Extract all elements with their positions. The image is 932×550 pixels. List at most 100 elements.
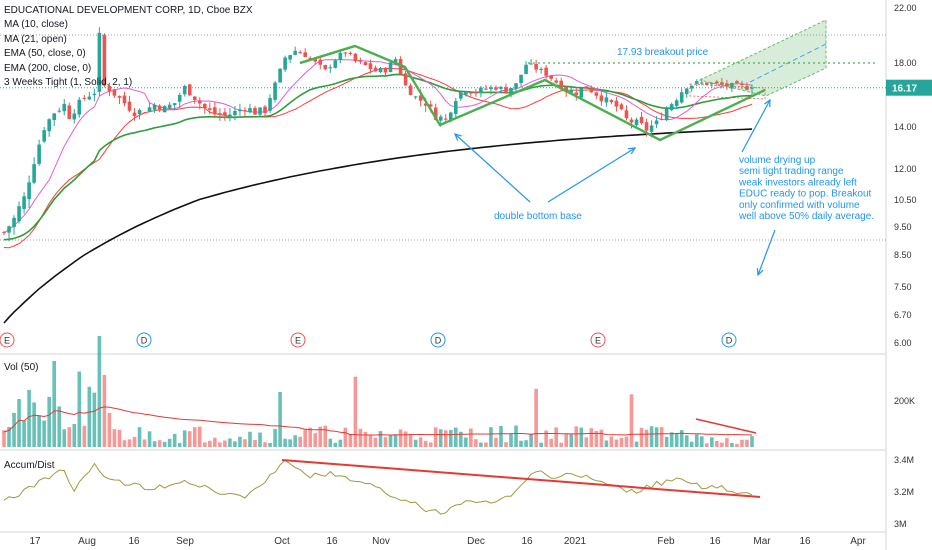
volume-bar (544, 430, 548, 447)
candle-body (37, 144, 41, 164)
volume-bar (720, 442, 724, 447)
candle-body (418, 95, 423, 101)
candle-body (649, 125, 654, 132)
volume-bar (745, 439, 749, 447)
candle-body (358, 60, 363, 62)
candle-body (514, 83, 518, 89)
candle-body (62, 103, 67, 112)
candle-body (92, 93, 97, 96)
candle-body (554, 80, 558, 83)
volume-bar (433, 427, 438, 447)
pattern-layer (299, 19, 827, 142)
axis-layer: 22.0018.0016.0014.0012.0010.509.508.507.… (29, 3, 932, 547)
accum-tick: 3.2M (894, 487, 914, 497)
candle-body (725, 83, 729, 87)
legend-ma21[interactable]: MA (21, open) (4, 33, 67, 45)
x-tick-label: 17 (29, 536, 41, 547)
candle-body (474, 91, 478, 94)
candle-body (218, 113, 222, 115)
volume-bar (750, 436, 754, 447)
candle-body (72, 113, 77, 120)
volume-trendline (695, 418, 757, 434)
dividend-marker (721, 332, 737, 348)
legend-3wt[interactable]: 3 Weeks Tight (1, Solid, 2, 1) (4, 77, 133, 89)
legend-ema50[interactable]: EMA (50, close, 0) (4, 48, 86, 60)
volume-bar (328, 438, 333, 447)
candle-body (288, 55, 292, 60)
candle-body (82, 97, 87, 99)
volume-bar (725, 438, 729, 447)
arrow-left-bottom (454, 133, 531, 203)
candle-body (443, 118, 448, 120)
candle-body (238, 109, 242, 112)
volume-bar (127, 439, 132, 447)
candle-body (674, 100, 679, 106)
candle-body (654, 120, 659, 125)
candle-body (17, 206, 21, 222)
candle-body (684, 88, 689, 95)
candle-body (574, 92, 579, 95)
volume-bar (167, 438, 172, 447)
candle-body (203, 103, 207, 109)
price-tick-label: 14.00 (894, 122, 917, 132)
current-price-badge (886, 79, 932, 96)
volume-bar (238, 436, 242, 447)
volume-bar (569, 434, 574, 447)
price-tick-label: 9.50 (894, 222, 912, 232)
volume-bar (308, 427, 313, 447)
volume-bar (338, 439, 343, 447)
volume-bar (509, 433, 513, 447)
candle-body (569, 89, 574, 93)
candle-body (213, 107, 217, 115)
legend-ema200[interactable]: EMA (200, close, 0) (4, 62, 92, 74)
chart-title[interactable]: EDUCATIONAL DEVELOPMENT CORP, 1D, Cboe B… (4, 5, 253, 16)
annotations-layer: 17.93 breakout price double bottom base vo… (0, 47, 875, 348)
volume-bar (624, 436, 629, 447)
candle-body (97, 32, 102, 92)
earnings-marker (0, 332, 15, 348)
candle-body (664, 108, 669, 121)
candle-body (7, 226, 11, 233)
candle-body (192, 96, 197, 101)
volume-bar (323, 425, 328, 447)
volume-bar (715, 440, 719, 447)
legend: EDUCATIONAL DEVELOPMENT CORP, 1D, Cboe B… (4, 4, 253, 90)
x-tick-label: 16 (521, 536, 533, 547)
candle-body (283, 57, 287, 70)
candle-body (735, 81, 739, 84)
candle-body (177, 95, 182, 102)
candle-body (604, 97, 609, 103)
candle-body (634, 119, 639, 126)
candle-body (403, 73, 408, 86)
candle-body (77, 99, 82, 115)
candle-body (433, 107, 438, 120)
volume-bar (564, 433, 569, 447)
x-tick-label: Sep (176, 536, 194, 547)
candle-body (152, 104, 157, 110)
candle-body (383, 68, 388, 73)
candle-body (182, 85, 187, 95)
volume-bar (77, 371, 82, 447)
volume-bar (459, 431, 463, 447)
volume-bar (388, 435, 393, 447)
volume-bar (514, 425, 518, 447)
volume-bar (22, 420, 26, 447)
volume-bar (554, 427, 558, 447)
volume-bar (343, 427, 348, 447)
ema200-line (3, 128, 753, 324)
candle-body (454, 101, 458, 114)
candle-body (258, 107, 262, 115)
candle-body (67, 105, 72, 119)
legend-ma10[interactable]: MA (10, close) (4, 19, 68, 31)
price-tick-label: 7.50 (894, 282, 912, 292)
candle-body (750, 87, 754, 89)
candle-body (459, 92, 463, 99)
accum-tick: 3.4M (894, 455, 914, 465)
candle-body (142, 112, 147, 114)
candle-body (12, 217, 16, 228)
volume-bar (579, 427, 584, 447)
x-tick-label: 16 (799, 536, 811, 547)
volume-bar (413, 439, 418, 447)
candle-body (52, 113, 56, 121)
